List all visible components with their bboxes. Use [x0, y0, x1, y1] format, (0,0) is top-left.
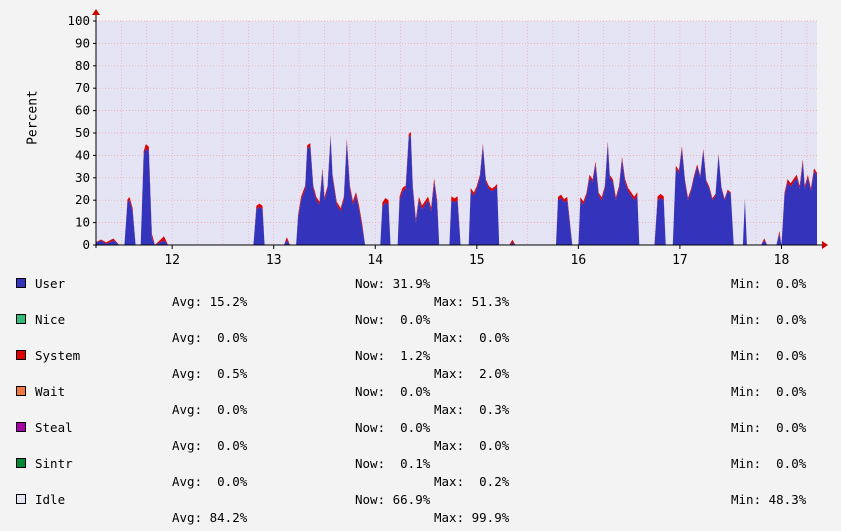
- legend-swatch: [16, 386, 26, 396]
- legend-name: Wait: [35, 384, 66, 399]
- legend-now: Now: 0.0%: [355, 312, 431, 327]
- legend-name: Idle: [35, 492, 66, 507]
- y-tick-label: 50: [75, 125, 90, 140]
- y-tick-label: 60: [75, 103, 90, 118]
- y-tick-labels: 0 10 20 30 40 50 60 70 80 90 100: [67, 13, 90, 252]
- legend-avg: Avg: 0.0%: [172, 438, 248, 453]
- legend-row-wait: Wait Now: 0.0% Min: 0.0% Avg: 0.0% Max: 0.3%: [0, 380, 841, 417]
- y-tick-label: 10: [75, 215, 90, 230]
- y-tick-label: 20: [75, 192, 90, 207]
- legend-now: Now: 0.0%: [355, 420, 431, 435]
- legend-max: Max: 2.0%: [434, 366, 510, 381]
- legend-name: System: [35, 348, 81, 363]
- legend-min: Min: 0.0%: [731, 348, 807, 363]
- legend-now: Now: 0.1%: [355, 456, 431, 471]
- legend-max: Max: 51.3%: [434, 294, 510, 309]
- legend-min: Min: 48.3%: [731, 492, 807, 507]
- legend-min: Min: 0.0%: [731, 312, 807, 327]
- legend-now: Now: 31.9%: [355, 276, 431, 291]
- legend-name: Nice: [35, 312, 66, 327]
- data-areas: [96, 131, 817, 245]
- legend-min: Min: 0.0%: [731, 420, 807, 435]
- x-tick-label: 17: [672, 253, 688, 268]
- legend-min: Min: 0.0%: [731, 456, 807, 471]
- x-tick-label: 18: [774, 253, 790, 268]
- legend-swatch: [16, 350, 26, 360]
- legend-name: Steal: [35, 420, 73, 435]
- legend-avg: Avg: 0.0%: [172, 402, 248, 417]
- legend-swatch: [16, 422, 26, 432]
- legend-avg: Avg: 0.0%: [172, 474, 248, 489]
- legend-swatch: [16, 278, 26, 288]
- y-tick-label: 90: [75, 35, 90, 50]
- x-tick-label: 14: [367, 253, 383, 268]
- y-tick-label: 30: [75, 170, 90, 185]
- legend-row-steal: Steal Now: 0.0% Min: 0.0% Avg: 0.0% Max: 0.0…: [0, 416, 841, 453]
- y-tick-label: 70: [75, 80, 90, 95]
- legend-row-sintr: Sintr Now: 0.1% Min: 0.0% Avg: 0.0% Max: 0.2…: [0, 452, 841, 489]
- legend-now: Now: 0.0%: [355, 384, 431, 399]
- y-tick-label: 40: [75, 147, 90, 162]
- x-tick-label: 16: [571, 253, 587, 268]
- x-tick-label: 12: [164, 253, 180, 268]
- legend-max: Max: 0.3%: [434, 402, 510, 417]
- legend-row-user: User Now: 31.9% Min: 0.0% Avg: 15.2% Max: 51…: [0, 272, 841, 309]
- cpu-usage-chart: 0 10 20 30 40 50 60 70 80 90 100 12 13 14 15 16 17 18: [67, 9, 828, 268]
- x-tick-labels: 12 13 14 15 16 17 18: [164, 253, 789, 268]
- legend-swatch: [16, 494, 26, 504]
- x-tick-label: 15: [469, 253, 485, 268]
- legend-now: Now: 66.9%: [355, 492, 431, 507]
- legend-max: Max: 0.0%: [434, 330, 510, 345]
- legend-avg: Avg: 0.5%: [172, 366, 248, 381]
- legend-name: User: [35, 276, 66, 291]
- x-tick-label: 13: [266, 253, 282, 268]
- legend-row-idle: Idle Now: 66.9% Min: 48.3% Avg: 84.2% Max: 9…: [0, 488, 841, 525]
- legend-row-system: System Now: 1.2% Min: 0.0% Avg: 0.5% Max: 2.…: [0, 344, 841, 381]
- x-axis-arrow: [822, 241, 828, 249]
- legend-min: Min: 0.0%: [731, 276, 807, 291]
- y-tick-label: 80: [75, 58, 90, 73]
- y-axis-arrow: [92, 9, 100, 15]
- y-axis-label: Percent: [25, 90, 41, 145]
- y-tick-label: 0: [82, 237, 90, 252]
- legend-avg: Avg: 84.2%: [172, 510, 248, 525]
- legend-max: Max: 0.0%: [434, 438, 510, 453]
- legend-max: Max: 99.9%: [434, 510, 510, 525]
- series-area-user: [96, 135, 817, 245]
- legend-swatch: [16, 458, 26, 468]
- axes: [92, 9, 828, 249]
- y-tick-label: 100: [67, 13, 90, 28]
- legend-avg: Avg: 15.2%: [172, 294, 248, 309]
- legend-row-nice: Nice Now: 0.0% Min: 0.0% Avg: 0.0% Max: 0.0%: [0, 308, 841, 345]
- legend-swatch: [16, 314, 26, 324]
- legend-name: Sintr: [35, 456, 73, 471]
- legend-now: Now: 1.2%: [355, 348, 431, 363]
- legend-max: Max: 0.2%: [434, 474, 510, 489]
- legend-min: Min: 0.0%: [731, 384, 807, 399]
- legend-avg: Avg: 0.0%: [172, 330, 248, 345]
